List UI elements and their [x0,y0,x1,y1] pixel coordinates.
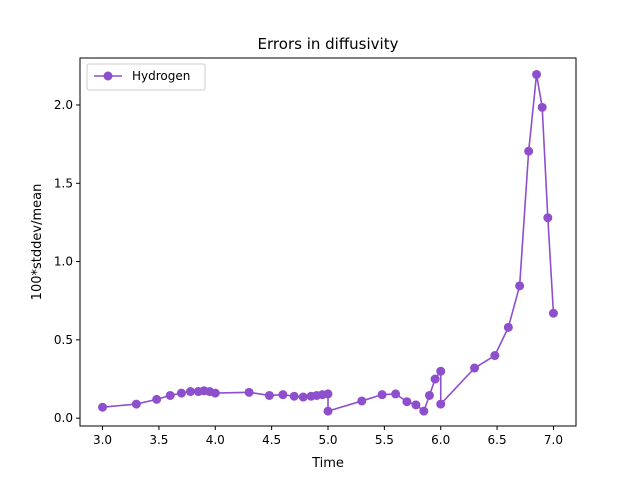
data-point [244,387,254,397]
x-axis-label: Time [311,456,344,471]
data-point [537,102,547,112]
legend-entry-hydrogen: Hydrogen [132,69,190,83]
data-point [323,406,333,416]
data-point [548,308,558,318]
data-point [543,213,553,223]
y-tick-label: 0.0 [54,411,73,425]
legend-box [86,63,206,91]
data-point [515,281,525,291]
series-line-hydrogen [102,73,555,412]
x-tick-label: 6.0 [431,433,450,447]
x-tick-label: 4.5 [262,433,281,447]
data-point [402,397,412,407]
x-tick-label: 4.0 [206,433,225,447]
legend: Hydrogen [86,63,206,91]
data-point [391,389,401,399]
data-point [210,388,220,398]
data-point [436,399,446,409]
data-point [490,351,500,361]
x-tick-label: 5.5 [375,433,394,447]
data-point [323,389,333,399]
data-point [532,69,542,79]
y-tick-label: 2.0 [54,98,73,112]
data-point [98,402,108,412]
data-point [470,363,480,373]
y-tick-label: 0.5 [54,333,73,347]
data-point [289,391,299,401]
data-point [377,390,387,400]
legend-marker-icon [103,71,113,81]
data-point [524,146,534,156]
data-point [264,390,274,400]
x-tick-label: 6.5 [488,433,507,447]
data-point [436,366,446,376]
plot-frame [79,57,577,427]
data-point [278,390,288,400]
data-point [430,374,440,384]
y-tick-label: 1.0 [54,255,73,269]
data-point [357,396,367,406]
y-tick-label: 1.5 [54,176,73,190]
y-axis: 0.0 0.5 1.0 1.5 2.0 [54,98,80,425]
data-point [176,388,186,398]
y-axis-label: 100*stddev/mean [30,184,45,301]
x-tick-label: 5.0 [318,433,337,447]
data-point [503,322,513,332]
data-point [411,400,421,410]
x-tick-label: 3.5 [149,433,168,447]
chart-title: Errors in diffusivity [258,35,399,53]
data-point [131,399,141,409]
x-tick-label: 7.0 [544,433,563,447]
data-point [185,387,195,397]
data-point [424,390,434,400]
series-layer [98,69,558,416]
x-tick-label: 3.0 [93,433,112,447]
data-point [152,394,162,404]
data-point [165,390,175,400]
data-point [419,406,429,416]
data-point [298,392,308,402]
x-axis: 3.0 3.5 4.0 4.5 5.0 5.5 6.0 6.5 7.0 [93,426,563,447]
